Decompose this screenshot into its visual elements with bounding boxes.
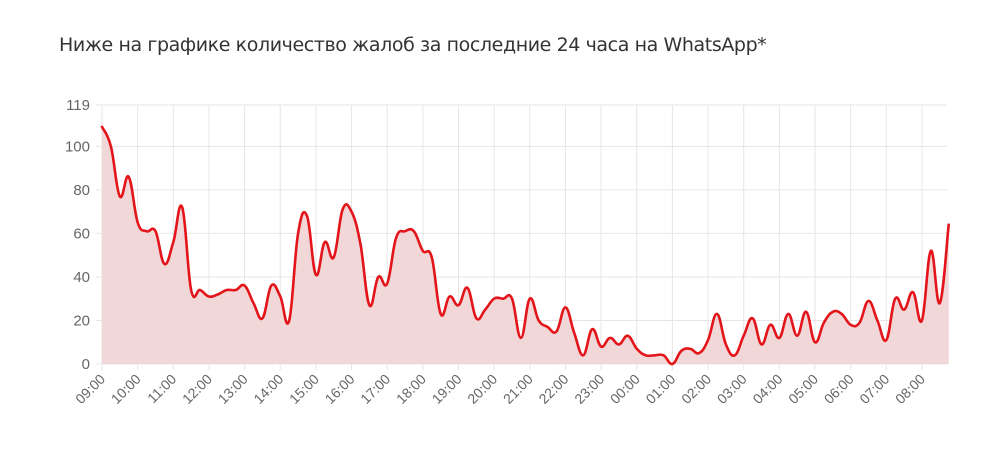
x-tick-label: 19:00: [429, 371, 465, 407]
x-tick-label: 08:00: [892, 371, 928, 407]
y-tick-label: 40: [73, 269, 90, 286]
x-tick-label: 13:00: [215, 371, 251, 407]
x-tick-label: 04:00: [749, 371, 785, 407]
x-tick-label: 09:00: [72, 371, 108, 407]
x-tick-label: 17:00: [357, 371, 393, 407]
y-tick-label: 20: [73, 312, 90, 329]
x-tick-label: 20:00: [464, 371, 500, 407]
y-axis: 0 20 40 60 80 100 119: [65, 97, 90, 373]
y-tick-label: 80: [73, 182, 90, 199]
x-axis: 09:00 10:00 11:00 12:00 13:00 14:00 15:00 16:00…: [72, 371, 928, 407]
x-tick-label: 06:00: [821, 371, 857, 407]
complaints-area-fill: [102, 126, 949, 365]
x-tick-label: 15:00: [286, 371, 322, 407]
x-tick-label: 02:00: [678, 371, 714, 407]
x-tick-label: 00:00: [607, 371, 643, 407]
y-tick-label: 100: [65, 138, 90, 155]
x-tick-label: 21:00: [500, 371, 536, 407]
x-tick-label: 11:00: [144, 371, 180, 407]
x-tick-label: 12:00: [179, 371, 215, 407]
x-tick-label: 03:00: [714, 371, 750, 407]
x-tick-label: 07:00: [856, 371, 892, 407]
x-tick-label: 10:00: [108, 371, 144, 407]
x-tick-label: 05:00: [785, 371, 821, 407]
y-tick-label: 0: [82, 356, 90, 373]
y-tick-label: 60: [73, 225, 90, 242]
x-tick-label: 18:00: [393, 371, 429, 407]
x-tick-label: 14:00: [250, 371, 286, 407]
x-tick-label: 16:00: [322, 371, 358, 407]
complaints-line: [100, 125, 950, 366]
x-tick-label: 23:00: [571, 371, 607, 407]
x-tick-label: 22:00: [535, 371, 571, 407]
y-tick-label: 119: [66, 97, 90, 114]
chart-title: Ниже на графике количество жалоб за посл…: [59, 34, 767, 56]
x-tick-label: 01:00: [642, 371, 678, 407]
